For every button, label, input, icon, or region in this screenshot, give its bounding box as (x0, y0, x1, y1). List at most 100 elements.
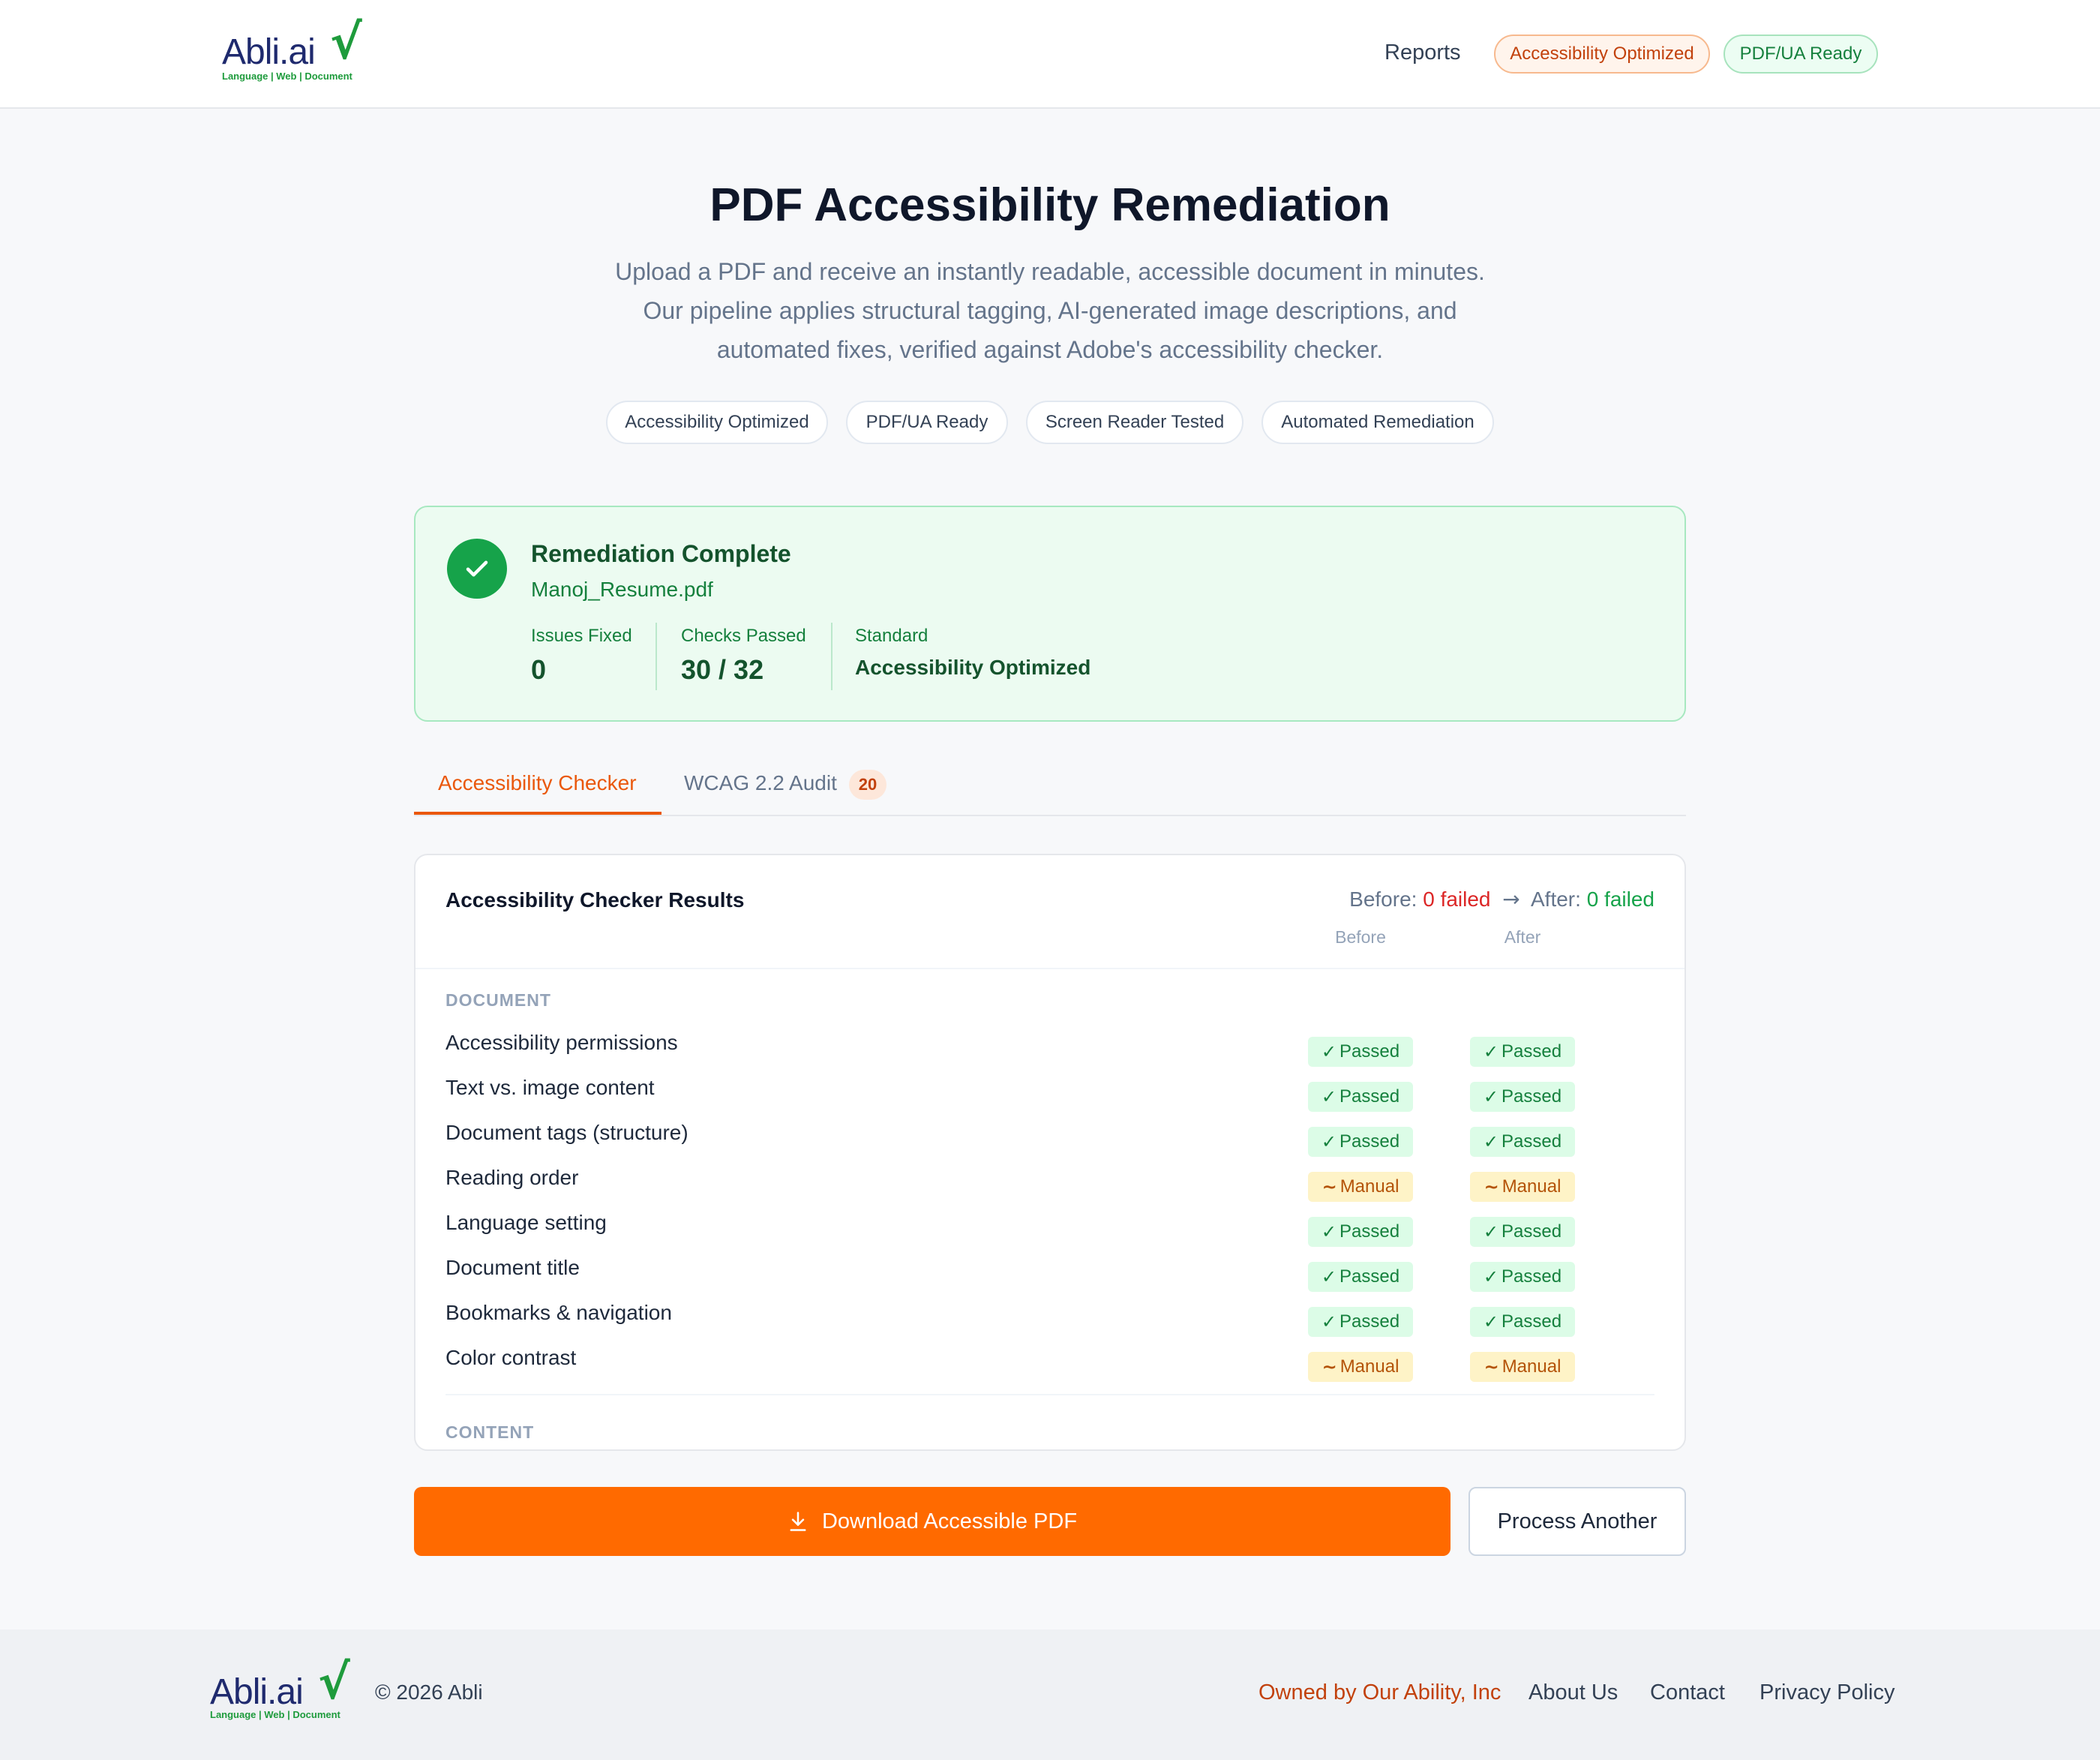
page-title: PDF Accessibility Remediation (710, 179, 1390, 231)
success-check-icon (447, 539, 507, 599)
status-badge-before: ✓ Passed (1308, 1307, 1413, 1337)
download-button-label: Download Accessible PDF (821, 1509, 1078, 1533)
checker-row-label: Color contrast (446, 1346, 577, 1369)
check-icon: ✓ (1483, 1086, 1499, 1107)
status-badge-after: ~ Manual (1470, 1172, 1575, 1202)
wcag-issue-count-badge: 20 (849, 770, 886, 800)
checker-row-label: Accessibility permissions (446, 1031, 678, 1054)
status-text: Manual (1340, 1176, 1400, 1197)
status-text: Passed (1340, 1311, 1400, 1332)
chip-pdfua-ready: PDF/UA Ready (846, 401, 1008, 444)
download-accessible-pdf-button[interactable]: Download Accessible PDF (414, 1487, 1450, 1556)
active-tab-indicator (414, 812, 662, 815)
remediation-summary-card: Remediation Complete Manoj_Resume.pdf Is… (414, 506, 1686, 722)
status-badge-before: ✓ Passed (1308, 1127, 1413, 1157)
logo-text: Abli.ai (222, 32, 316, 72)
after-label: After: (1531, 888, 1581, 911)
status-text: Passed (1502, 1221, 1562, 1242)
footer-logo-text: Abli.ai (210, 1672, 304, 1712)
process-another-button[interactable]: Process Another (1468, 1487, 1686, 1556)
check-icon: ✓ (1321, 1086, 1337, 1107)
nav-reports[interactable]: Reports (1384, 41, 1461, 65)
tab-wcag-audit[interactable]: WCAG 2.2 Audit (684, 771, 837, 794)
status-badge-before: ✓ Passed (1308, 1082, 1413, 1112)
status-text: Passed (1340, 1221, 1400, 1242)
top-header: Abli.ai √ Language | Web | Document Repo… (0, 0, 2100, 109)
issues-fixed-value: 0 (531, 654, 547, 685)
before-failed-count: 0 failed (1423, 888, 1491, 911)
check-icon: ✓ (1321, 1221, 1337, 1242)
header-badge-optimized: Accessibility Optimized (1494, 35, 1710, 74)
stat-divider (831, 623, 832, 690)
footer-link-owner[interactable]: Owned by Our Ability, Inc (1258, 1680, 1502, 1704)
check-icon: ✓ (1483, 1131, 1499, 1152)
status-text: Manual (1340, 1356, 1400, 1377)
status-text: Passed (1502, 1041, 1562, 1062)
tilde-icon: ~ (1322, 1176, 1337, 1197)
tilde-icon: ~ (1484, 1176, 1499, 1197)
status-badge-after: ~ Manual (1470, 1352, 1575, 1382)
footer-logo-tagline: Language | Web | Document (210, 1709, 340, 1720)
remediation-status-title: Remediation Complete (531, 540, 791, 567)
tab-accessibility-checker[interactable]: Accessibility Checker (438, 771, 637, 794)
status-badge-after: ✓ Passed (1470, 1217, 1575, 1247)
check-icon: ✓ (1483, 1041, 1499, 1062)
checker-row-label: Text vs. image content (446, 1076, 655, 1099)
status-text: Manual (1502, 1176, 1562, 1197)
status-text: Passed (1340, 1266, 1400, 1287)
results-header-divider (416, 968, 1684, 969)
status-text: Passed (1502, 1266, 1562, 1287)
before-after-summary: Before: 0 failed → After: 0 failed (1349, 887, 1654, 912)
status-text: Passed (1340, 1041, 1400, 1062)
section-divider (446, 1394, 1654, 1395)
check-icon: ✓ (1321, 1311, 1337, 1332)
status-text: Passed (1502, 1086, 1562, 1107)
status-badge-before: ✓ Passed (1308, 1217, 1413, 1247)
status-text: Passed (1502, 1311, 1562, 1332)
checker-row-label: Language setting (446, 1211, 607, 1234)
remediated-filename: Manoj_Resume.pdf (531, 578, 713, 601)
before-label: Before: (1349, 888, 1418, 911)
status-text: Passed (1340, 1131, 1400, 1152)
check-icon: ✓ (1321, 1266, 1337, 1287)
stat-divider (656, 623, 657, 690)
status-text: Passed (1502, 1131, 1562, 1152)
copyright: © 2026 Abli (375, 1680, 483, 1704)
check-icon: ✓ (1321, 1131, 1337, 1152)
status-badge-after: ✓ Passed (1470, 1037, 1575, 1067)
tabs-baseline (414, 815, 1686, 816)
tilde-icon: ~ (1322, 1356, 1337, 1377)
section-document-label: DOCUMENT (446, 990, 551, 1010)
status-badge-after: ✓ Passed (1470, 1127, 1575, 1157)
checks-passed-value: 30 / 32 (681, 654, 764, 685)
check-icon: ✓ (1321, 1041, 1337, 1062)
check-icon: ✓ (1483, 1266, 1499, 1287)
chip-accessibility-optimized: Accessibility Optimized (606, 401, 828, 444)
status-text: Manual (1502, 1356, 1562, 1377)
status-badge-after: ✓ Passed (1470, 1262, 1575, 1292)
check-icon: ✓ (1483, 1311, 1499, 1332)
logo-tagline: Language | Web | Document (222, 71, 352, 82)
chip-automated-remediation: Automated Remediation (1262, 401, 1494, 444)
arrow-right-icon: → (1502, 887, 1520, 912)
checks-passed-label: Checks Passed (681, 626, 806, 646)
checker-row-label: Document title (446, 1256, 580, 1279)
after-failed-count: 0 failed (1586, 888, 1654, 911)
check-icon: ✓ (1483, 1221, 1499, 1242)
logo[interactable]: Abli.ai √ Language | Web | Document (222, 15, 364, 86)
status-badge-before: ✓ Passed (1308, 1262, 1413, 1292)
status-badge-before: ✓ Passed (1308, 1037, 1413, 1067)
footer-logo[interactable]: Abli.ai √ Language | Web | Document (210, 1655, 352, 1727)
footer-link-privacy[interactable]: Privacy Policy (1760, 1680, 1895, 1704)
logo-check-icon: √ (330, 15, 362, 71)
section-content-label: CONTENT (446, 1422, 535, 1442)
checker-row-label: Bookmarks & navigation (446, 1301, 672, 1324)
status-text: Passed (1340, 1086, 1400, 1107)
footer-link-about[interactable]: About Us (1528, 1680, 1618, 1704)
column-header-before: Before (1335, 927, 1386, 947)
footer-link-contact[interactable]: Contact (1650, 1680, 1725, 1704)
download-icon (790, 1512, 806, 1531)
checker-row-label: Reading order (446, 1166, 579, 1189)
checker-results-title: Accessibility Checker Results (446, 888, 745, 912)
page-subtitle: Upload a PDF and receive an instantly re… (615, 258, 1485, 363)
